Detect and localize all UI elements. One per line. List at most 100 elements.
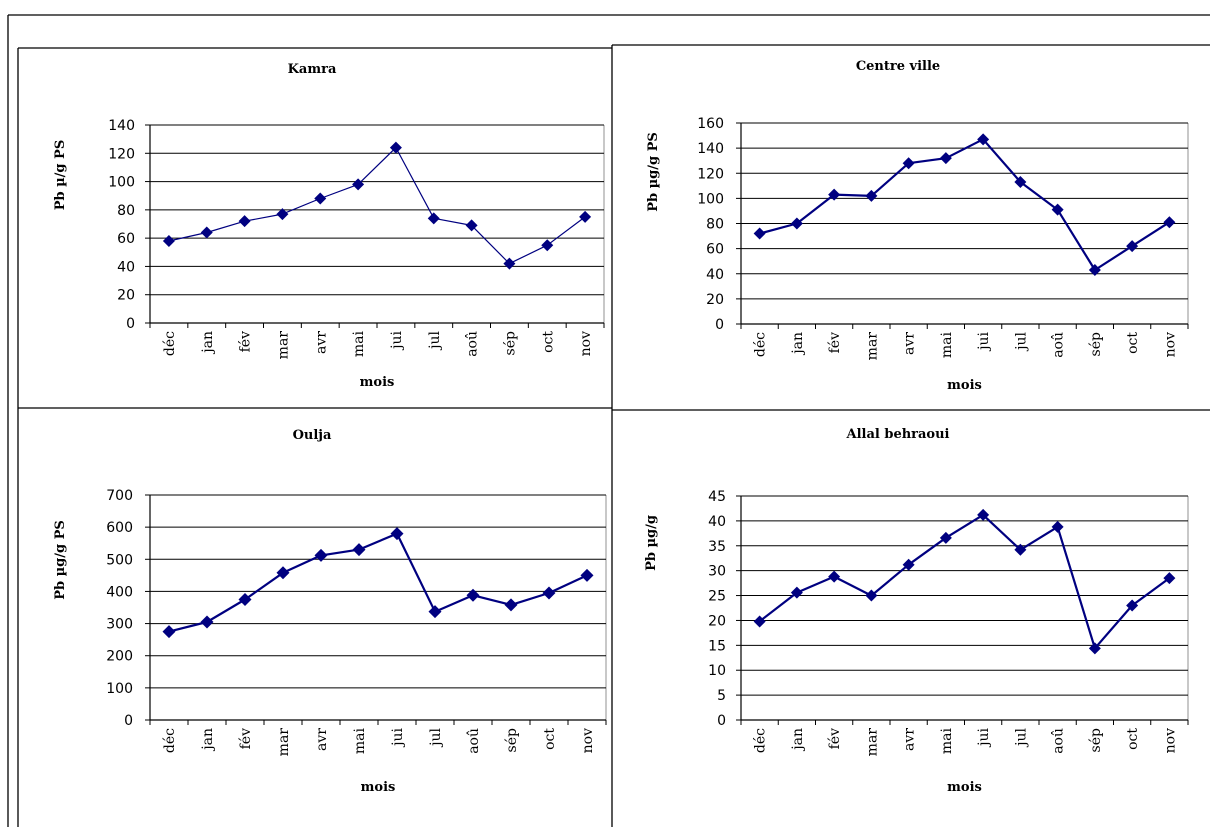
x-tick-label: jan	[200, 331, 216, 355]
y-axis-label: Pb µg/g	[644, 515, 659, 571]
panel-frame	[7, 14, 1210, 827]
data-point	[828, 570, 841, 583]
y-tick-label: 80	[117, 203, 135, 219]
data-point	[541, 239, 554, 252]
data-point	[238, 592, 252, 606]
data-point	[902, 558, 915, 571]
data-point	[902, 157, 915, 170]
chart-title: Allal behraoui	[846, 427, 950, 442]
data-point	[1014, 176, 1027, 189]
x-tick-label: aoû	[1051, 728, 1067, 754]
data-point	[790, 586, 803, 599]
data-point	[865, 589, 878, 602]
data-point	[977, 133, 990, 146]
y-tick-label: 0	[715, 317, 724, 333]
data-point	[939, 152, 952, 165]
data-point	[580, 568, 594, 582]
data-point	[1051, 520, 1064, 533]
data-point	[162, 625, 176, 639]
series-line	[168, 532, 588, 633]
data-point	[790, 217, 803, 230]
x-tick-label: jan	[200, 728, 216, 752]
x-tick-label: avr	[313, 331, 329, 354]
x-tick-label: sép	[502, 331, 518, 355]
data-point	[939, 531, 952, 544]
chart-1: Centre ville Pb µg/g PS mois 0 20 40 60 80 100 12…	[646, 59, 1189, 393]
x-tick-label: mai	[939, 331, 955, 358]
y-tick-label: 0	[717, 713, 726, 729]
data-point	[1163, 572, 1176, 585]
data-point	[389, 141, 402, 154]
data-point	[1088, 263, 1101, 276]
data-point	[427, 212, 440, 225]
data-point	[465, 219, 478, 232]
y-tick-label: 40	[706, 267, 724, 283]
y-tick-label: 30	[708, 564, 726, 580]
y-tick-label: 20	[708, 613, 726, 629]
data-point	[579, 210, 592, 223]
data-point	[390, 527, 404, 541]
series-line	[758, 513, 1171, 650]
data-point	[1088, 642, 1101, 655]
y-tick-label: 140	[697, 141, 724, 157]
data-point	[1163, 216, 1176, 229]
x-tick-label: fév	[827, 332, 843, 353]
y-tick-label: 160	[697, 116, 724, 132]
x-tick-label: oct	[1125, 332, 1141, 354]
data-point	[276, 566, 290, 580]
data-point	[276, 208, 289, 221]
x-tick-label: jan	[790, 332, 806, 356]
x-tick-label: fév	[238, 728, 254, 749]
x-tick-label: jui	[389, 330, 405, 350]
y-tick-label: 45	[708, 489, 726, 505]
chart-title: Centre ville	[856, 59, 940, 74]
x-axis-label: mois	[947, 378, 982, 393]
x-tick-label: jui	[976, 727, 992, 747]
data-point	[1014, 543, 1027, 556]
chart-title: Kamra	[288, 62, 337, 77]
y-tick-label: 0	[124, 713, 133, 729]
data-point	[828, 188, 841, 201]
x-tick-label: aoû	[466, 728, 482, 754]
y-tick-label: 120	[108, 146, 135, 162]
series-line	[168, 147, 586, 265]
y-tick-label: 400	[106, 584, 133, 600]
data-point	[314, 192, 327, 205]
data-point	[466, 588, 480, 602]
data-point	[314, 548, 328, 562]
data-point	[542, 586, 556, 600]
data-point	[504, 598, 518, 612]
data-point	[753, 227, 766, 240]
y-tick-label: 140	[108, 118, 135, 134]
x-axis-label: mois	[361, 780, 396, 795]
x-axis-label: mois	[947, 780, 982, 795]
y-tick-label: 0	[126, 316, 135, 332]
series-line	[759, 138, 1170, 272]
x-tick-label: mai	[352, 727, 368, 754]
y-tick-label: 500	[106, 552, 133, 568]
x-tick-label: nov	[580, 728, 596, 753]
x-tick-label: aoû	[465, 331, 481, 357]
x-axis-label: mois	[360, 375, 395, 390]
y-tick-label: 40	[117, 259, 135, 275]
data-point	[977, 508, 990, 521]
y-tick-label: 5	[717, 688, 726, 704]
data-point	[1051, 203, 1064, 216]
x-tick-label: jul	[1013, 331, 1029, 351]
data-point	[200, 615, 214, 629]
x-tick-label: nov	[578, 331, 594, 356]
x-tick-label: déc	[162, 728, 178, 753]
x-tick-label: jan	[790, 728, 806, 752]
x-tick-label: mar	[275, 331, 291, 360]
x-tick-label: sép	[1088, 332, 1104, 356]
x-tick-label: avr	[902, 332, 918, 355]
data-point	[1126, 240, 1139, 253]
data-point	[428, 605, 442, 619]
y-axis-label: Pb µg/g PS	[53, 520, 68, 600]
x-tick-label: nov	[1162, 728, 1178, 753]
y-tick-label: 20	[706, 292, 724, 308]
x-tick-label: sép	[1088, 728, 1104, 752]
x-tick-label: fév	[827, 728, 843, 749]
y-tick-label: 300	[106, 617, 133, 633]
